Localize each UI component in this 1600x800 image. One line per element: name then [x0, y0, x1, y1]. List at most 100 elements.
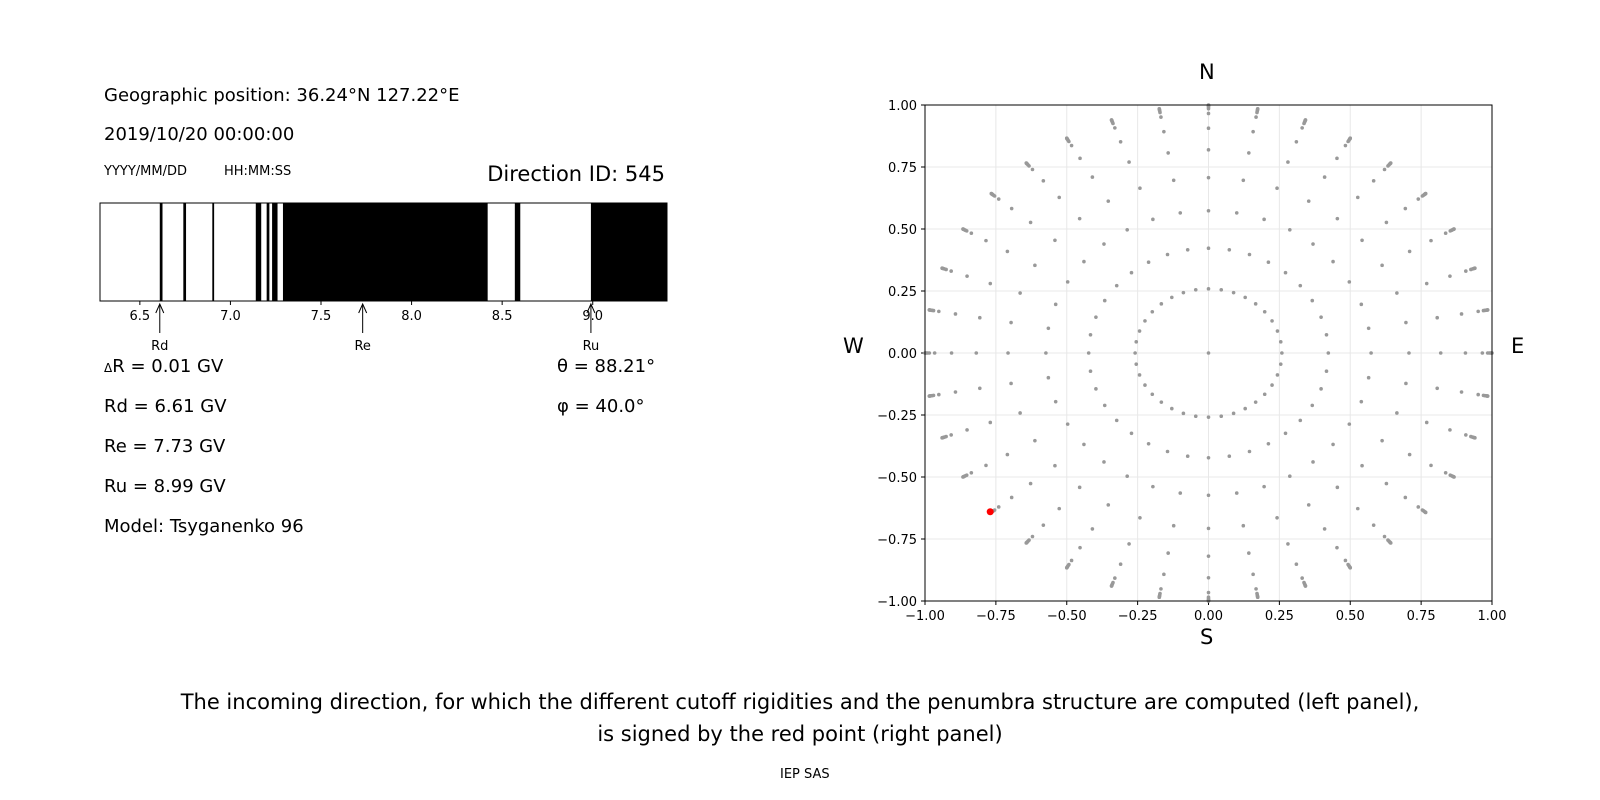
direction-point [1335, 545, 1339, 550]
direction-point [1231, 290, 1236, 295]
direction-point [1371, 523, 1376, 527]
compass-south: S [1200, 625, 1214, 649]
direction-point [953, 390, 958, 394]
direction-point [1206, 126, 1211, 131]
direction-point [1311, 242, 1315, 246]
direction-point [1473, 436, 1477, 440]
direction-point [1170, 406, 1174, 411]
compass-west: W [843, 334, 864, 358]
direction-point [1134, 340, 1139, 344]
y-tick-label: −0.75 [877, 533, 917, 548]
direction-point [1262, 309, 1267, 314]
direction-point [1278, 340, 1283, 344]
direction-point [1270, 383, 1274, 387]
x-tick-label: 0.75 [1407, 609, 1436, 624]
direction-point [996, 505, 1001, 509]
direction-point [1416, 197, 1421, 201]
direction-point [1319, 315, 1323, 319]
direction-point [953, 312, 958, 316]
x-tick-label: 7.5 [311, 309, 332, 324]
direction-point [1046, 375, 1051, 380]
direction-point [961, 475, 965, 479]
delta-r-text: R = 0.01 GV [112, 356, 224, 377]
direction-point [1355, 506, 1360, 511]
direction-point [969, 470, 974, 475]
direction-point [1053, 238, 1057, 243]
direction-point [1227, 247, 1232, 252]
direction-point [1435, 386, 1440, 391]
x-tick-label: −0.50 [1047, 609, 1087, 624]
direction-point [1206, 287, 1211, 291]
direction-point [1388, 541, 1393, 545]
x-tick-label: 8.0 [401, 309, 422, 324]
direction-point [1206, 554, 1211, 558]
direction-point [1206, 493, 1211, 498]
direction-point [1005, 452, 1010, 457]
direction-point [1118, 562, 1123, 567]
forbidden-band [266, 203, 270, 301]
direction-point [1247, 151, 1251, 155]
direction-point [1335, 156, 1339, 161]
direction-point [1423, 191, 1428, 196]
direction-point [1324, 369, 1329, 373]
direction-point [1343, 143, 1348, 148]
direction-point [1275, 186, 1279, 191]
y-tick-label: 0.25 [888, 285, 917, 300]
direction-point [1069, 143, 1074, 148]
direction-point [1485, 308, 1490, 312]
direction-point [1319, 387, 1323, 391]
direction-point [1159, 400, 1164, 404]
direction-point [1241, 178, 1246, 183]
direction-point [1473, 266, 1477, 270]
direction-point [1253, 400, 1258, 404]
direction-point [1384, 481, 1389, 486]
direction-point [1262, 484, 1266, 489]
direction-point [1283, 270, 1288, 275]
direction-point [1424, 281, 1429, 286]
direction-point [1018, 291, 1022, 295]
direction-point [1146, 260, 1151, 265]
direction-point [1485, 394, 1490, 398]
direction-point [1435, 315, 1440, 320]
direction-point [961, 227, 965, 231]
direction-point [988, 281, 993, 286]
direction-point [1102, 403, 1107, 408]
caption-line-2: is signed by the red point (right panel) [597, 722, 1003, 746]
direction-point [1243, 406, 1247, 411]
x-tick-label: 6.5 [130, 309, 151, 324]
direction-point [1206, 175, 1211, 180]
x-tick-label: 0.25 [1265, 609, 1294, 624]
direction-point [1300, 576, 1304, 580]
direction-point [1407, 249, 1412, 254]
direction-point [1348, 565, 1353, 570]
direction-point [1371, 179, 1376, 183]
ru-value: Ru = 8.99 GV [104, 476, 226, 497]
direction-point [1294, 562, 1299, 567]
direction-point [1129, 270, 1134, 275]
direction-point [977, 386, 982, 391]
direction-point [940, 266, 944, 270]
direction-point [1424, 420, 1429, 425]
direction-point [1247, 252, 1252, 257]
direction-point [1193, 414, 1198, 419]
phi-text: = 40.0° [574, 396, 645, 417]
direction-point [1206, 526, 1211, 531]
direction-point [1234, 491, 1239, 495]
direction-point [1114, 418, 1119, 423]
direction-point [989, 191, 994, 196]
direction-point [1127, 160, 1131, 164]
y-tick-label: −1.00 [877, 595, 917, 610]
direction-point [1181, 411, 1186, 416]
direction-point [977, 315, 982, 320]
direction-point [1053, 399, 1058, 404]
direction-point [1369, 351, 1373, 355]
direction-point [1452, 475, 1456, 479]
x-tick-label: −0.75 [976, 609, 1016, 624]
direction-point [1030, 167, 1035, 172]
selected-direction-point [986, 508, 994, 516]
direction-point [1166, 551, 1170, 555]
direction-point [1311, 460, 1315, 464]
forbidden-band [183, 203, 187, 301]
direction-point [1404, 320, 1408, 325]
